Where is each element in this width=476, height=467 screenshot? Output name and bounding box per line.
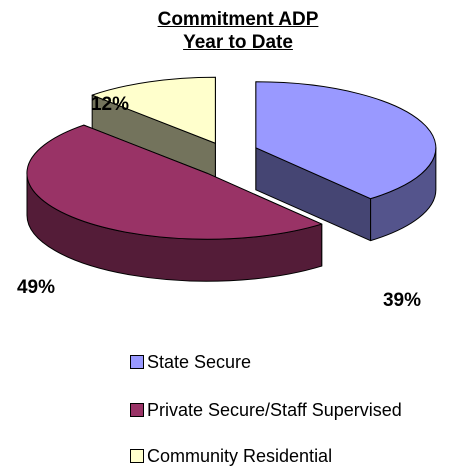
pie-tops — [26, 76, 437, 240]
pie-slice-community-residential — [91, 76, 216, 144]
legend-label-community-residential: Community Residential — [147, 446, 333, 466]
data-label-community-residential: 12% — [91, 94, 129, 115]
data-label-state-secure: 39% — [383, 290, 421, 311]
pie-slice-private-secure — [26, 124, 323, 240]
chart-title-line-1: Commitment ADP — [157, 9, 319, 30]
legend-swatch-state-secure — [130, 355, 144, 370]
chart-title: Commitment ADP Year to Date — [0, 8, 476, 54]
chart-title-line-2: Year to Date — [183, 32, 293, 53]
legend-label-state-secure: State Secure — [147, 352, 252, 372]
legend-label-private-secure: Private Secure/Staff Supervised — [147, 400, 402, 420]
legend-item-state-secure: State Secure — [130, 352, 251, 373]
pie-chart: 39% 49% 12% — [17, 76, 437, 311]
legend-swatch-private-secure — [130, 403, 144, 418]
legend-item-community-residential: Community Residential — [130, 446, 332, 467]
legend-swatch-community-residential — [130, 449, 144, 464]
legend-item-private-secure: Private Secure/Staff Supervised — [130, 400, 402, 421]
pie-slice-state-secure — [255, 81, 437, 200]
data-label-private-secure: 49% — [17, 277, 55, 298]
